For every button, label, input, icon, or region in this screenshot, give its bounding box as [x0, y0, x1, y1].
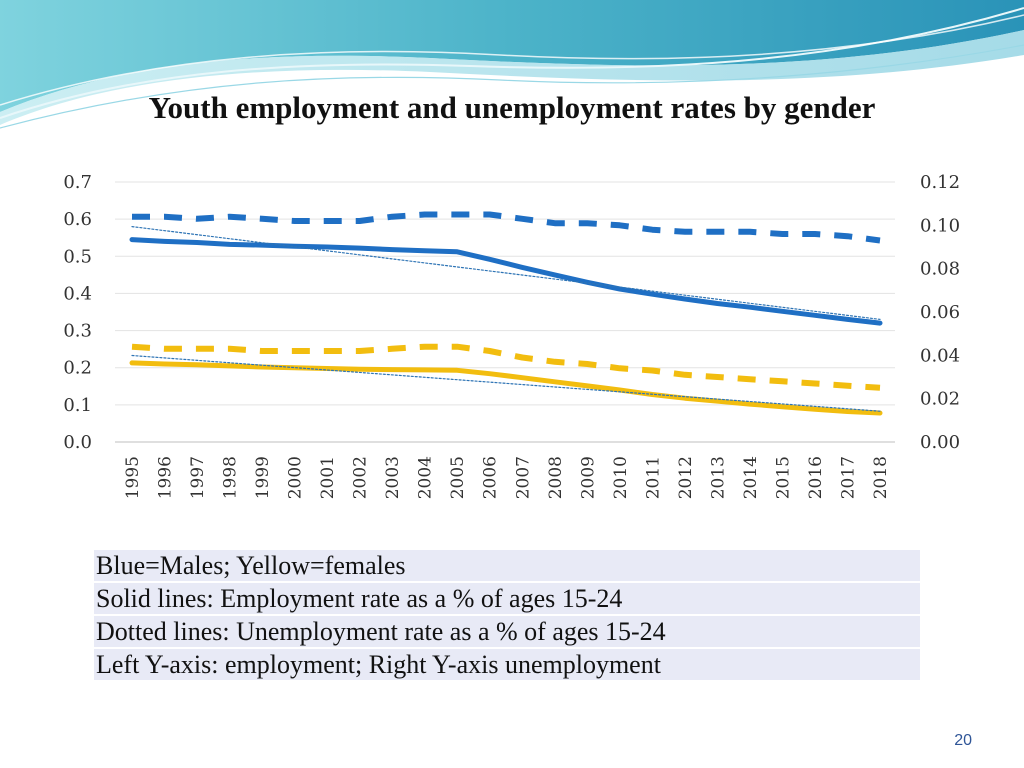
left-tick-label: 0.1 — [63, 395, 92, 416]
left-tick-label: 0.3 — [63, 321, 92, 342]
x-tick-label: 2006 — [481, 456, 501, 499]
left-tick-label: 0.4 — [63, 283, 92, 304]
x-tick-label: 1999 — [253, 456, 273, 499]
x-tick-label: 1996 — [156, 456, 176, 499]
slide-title: Youth employment and unemployment rates … — [148, 90, 876, 125]
x-tick-label: 2017 — [838, 456, 858, 499]
x-tick-label: 2014 — [741, 456, 761, 499]
left-y-axis: 0.0 0.1 0.2 0.3 0.4 0.5 0.6 0.7 — [63, 172, 92, 453]
right-tick-label: 0.00 — [920, 432, 960, 453]
note-row: Solid lines: Employment rate as a % of a… — [94, 583, 920, 614]
x-tick-label: 2008 — [546, 456, 566, 499]
trend-line — [131, 226, 881, 320]
right-tick-label: 0.08 — [920, 259, 960, 280]
x-tick-label: 2016 — [806, 456, 826, 499]
page-number: 20 — [954, 732, 972, 749]
x-tick-label: 2011 — [643, 456, 663, 499]
note-dotted-lines: Dotted lines: Unemployment rate as a % o… — [94, 616, 920, 647]
employment-series-line — [129, 237, 883, 326]
unemployment-series-line — [132, 211, 881, 244]
x-tick-label: 2007 — [513, 456, 533, 499]
x-tick-label: 1998 — [221, 456, 241, 499]
x-tick-label: 2003 — [383, 456, 403, 499]
slide-header-decoration — [0, 0, 1024, 129]
right-tick-label: 0.04 — [920, 345, 960, 366]
trend-line — [131, 354, 881, 412]
x-tick-label: 2012 — [676, 456, 696, 499]
x-tick-label: 2001 — [318, 456, 338, 499]
left-tick-label: 0.5 — [63, 246, 92, 267]
employment-series-line — [129, 360, 883, 416]
right-tick-label: 0.10 — [920, 215, 960, 236]
x-tick-label: 1995 — [123, 456, 143, 499]
left-tick-label: 0.7 — [63, 172, 92, 193]
x-tick-label: 2015 — [773, 456, 793, 499]
x-axis: 1995 1996 1997 1998 1999 2000 2001 2002 2003 2004… — [123, 456, 891, 499]
note-solid-lines: Solid lines: Employment rate as a % of a… — [94, 583, 920, 614]
chart-notes-table: Blue=Males; Yellow=females Solid lines: … — [94, 548, 920, 682]
note-colors: Blue=Males; Yellow=females — [94, 550, 920, 581]
chart-series — [129, 211, 883, 416]
left-tick-label: 0.6 — [63, 209, 92, 230]
x-tick-label: 2018 — [871, 456, 891, 499]
note-row: Dotted lines: Unemployment rate as a % o… — [94, 616, 920, 647]
x-tick-label: 2004 — [416, 456, 436, 499]
right-tick-label: 0.12 — [920, 172, 960, 193]
x-tick-label: 2002 — [351, 456, 371, 499]
right-tick-label: 0.02 — [920, 389, 960, 410]
left-tick-label: 0.2 — [63, 358, 92, 379]
left-tick-label: 0.0 — [63, 432, 92, 453]
note-axes: Left Y-axis: employment; Right Y-axis un… — [94, 649, 920, 680]
x-tick-label: 2000 — [286, 456, 306, 499]
x-tick-label: 2009 — [578, 456, 598, 499]
note-row: Left Y-axis: employment; Right Y-axis un… — [94, 649, 920, 680]
note-row: Blue=Males; Yellow=females — [94, 550, 920, 581]
right-y-axis: 0.00 0.02 0.04 0.06 0.08 0.10 0.12 — [920, 172, 960, 453]
x-tick-label: 2005 — [448, 456, 468, 499]
x-tick-label: 2013 — [708, 456, 728, 499]
unemployment-series-line — [131, 343, 881, 391]
x-tick-label: 2010 — [611, 456, 631, 499]
right-tick-label: 0.06 — [920, 302, 960, 323]
x-tick-label: 1997 — [188, 456, 208, 499]
